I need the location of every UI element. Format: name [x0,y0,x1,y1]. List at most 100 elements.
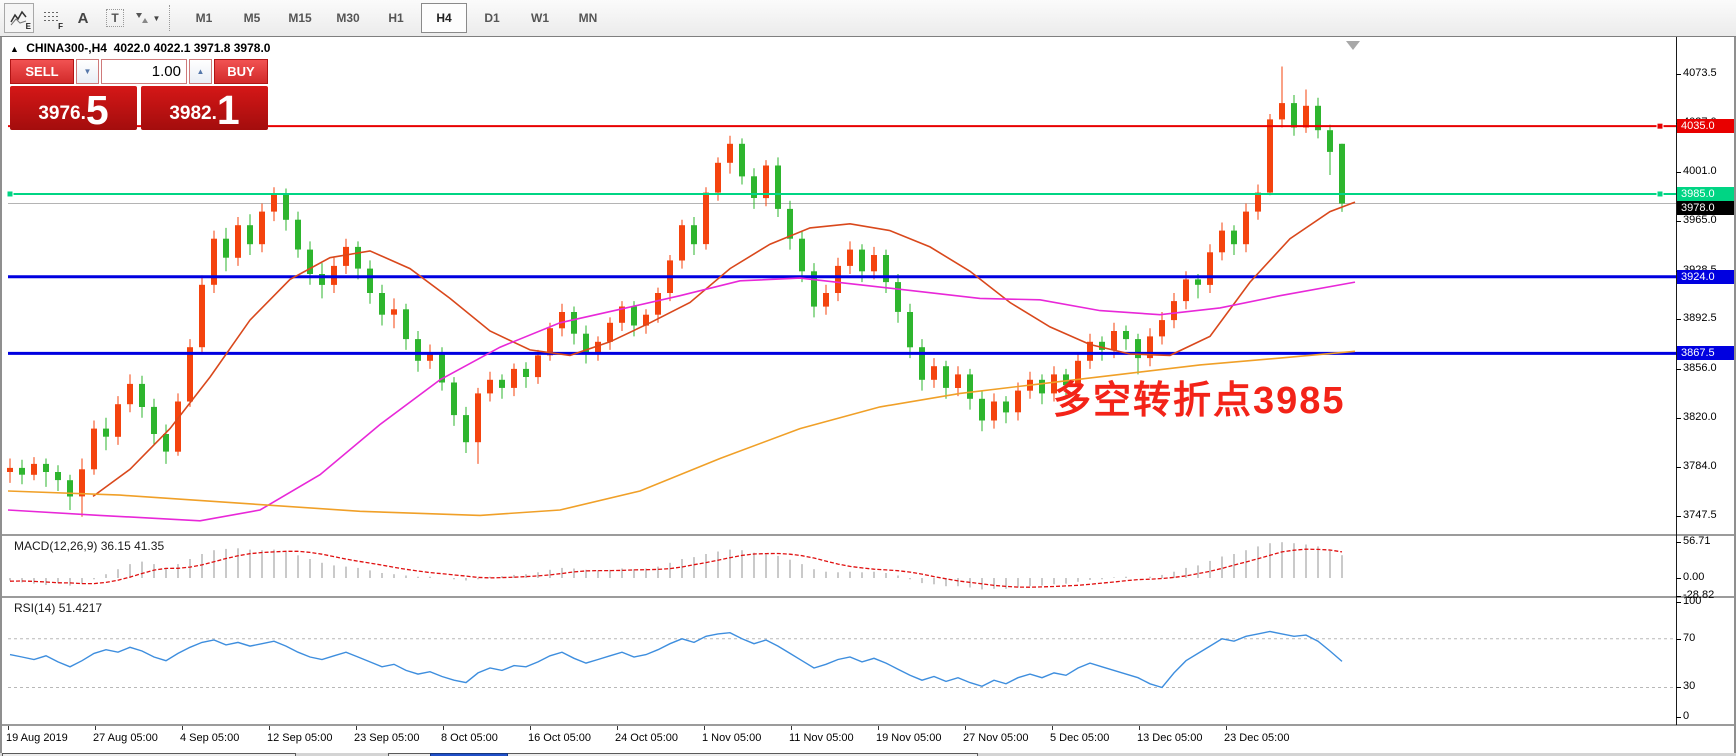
rsi-tick-mark [1676,638,1681,640]
price-tick-mark [1676,368,1681,370]
time-tick-mark [965,726,966,730]
text-label-icon[interactable]: T [100,3,130,33]
time-tick-label: 4 Sep 05:00 [180,732,240,744]
pane-separator[interactable] [0,596,1736,598]
price-tick-label: 4001.0 [1683,165,1717,178]
price-axis-line [1676,37,1677,725]
price-tick-label: 3965.0 [1683,214,1717,227]
time-tick-label: 27 Nov 05:00 [963,732,1029,744]
main-chart-pane[interactable] [0,38,1736,534]
timeframe-button-m1[interactable]: M1 [195,11,213,25]
timeframe-button-h4[interactable]: H4 [421,3,467,33]
candle-body [1147,336,1153,359]
ma-medium-magenta [7,277,1356,522]
time-tick-label: 23 Sep 05:00 [354,732,420,744]
diagonal-arrows-icon [135,13,148,23]
pane-separator[interactable] [0,534,1736,536]
rsi-tick-mark [1676,717,1681,718]
candle-body [931,366,937,380]
timeframe-button-h1[interactable]: H1 [388,11,404,25]
time-tick-label: 8 Oct 05:00 [441,732,498,744]
price-tick-label: 3856.0 [1683,361,1717,374]
candle-body [199,284,205,348]
letter-a-glyph: A [77,9,89,27]
candlestick-series[interactable] [7,66,1345,517]
candle-body [979,398,985,421]
macd-name: MACD(12,26,9) [14,539,98,553]
candle-body [1039,379,1045,394]
macd-tick-label: -28.82 [1683,589,1715,602]
symbol-label: CHINA300-,H4 [26,41,107,55]
buy-price-tile[interactable]: 3982. 1 [141,86,268,131]
candle-body [211,238,217,285]
icon-sub-label: E [25,22,31,31]
candle-body [691,225,697,245]
timeframe-button-w1[interactable]: W1 [531,11,549,25]
rsi-value: 51.4217 [58,601,103,615]
rsi-pane[interactable] [0,598,1736,724]
toolbar: E F A T ▼ M1 M5 M15 M30 H1 H4 D1 W1 MN [0,0,1736,37]
candle-body [439,352,445,383]
timeframe-button-m5[interactable]: M5 [243,11,261,25]
rsi-line [9,630,1343,689]
candle-body [655,293,661,315]
chart-window: 4073.54037.04001.03965.03928.53892.53856… [0,36,1736,756]
grid-period-icon[interactable]: F [36,3,66,33]
candle-body [967,374,973,399]
candle-body [427,352,433,361]
candle-body [1279,103,1285,120]
candle-body [1111,331,1117,350]
price-tick-mark [1676,73,1681,75]
macd-tick-label: 56.71 [1683,535,1711,548]
candle-body [19,467,25,475]
volume-decrease-button[interactable]: ▼ [76,59,99,84]
candle-body [403,309,409,340]
time-tick-mark [791,726,792,730]
hline-handle[interactable] [1656,190,1664,198]
candle-body [535,355,541,378]
candle-body [823,293,829,307]
decimal-dot: . [80,103,86,124]
candle-body [787,208,793,239]
cursor-arrows-icon[interactable]: ▼ [132,3,162,33]
chart-title-ohlc: ▲ CHINA300-,H4 4022.0 4022.1 3971.8 3978… [10,41,270,55]
time-tick-label: 5 Dec 05:00 [1050,732,1110,744]
profile-charts-icon[interactable]: E [4,3,34,33]
font-icon[interactable]: A [68,3,98,33]
candle-body [1327,130,1333,152]
price-tick-label: 3747.5 [1683,509,1717,522]
timeframe-button-m15[interactable]: M15 [288,11,312,25]
window-right-border [1734,37,1736,756]
pane-separator [0,724,1736,726]
candle-body [1315,105,1321,131]
hline-handle[interactable] [1656,122,1664,130]
rsi-tick-mark [1676,602,1681,604]
hline-handle[interactable] [6,190,14,198]
macd-tick-mark [1676,596,1681,598]
candle-body [355,246,361,269]
macd-pane[interactable] [0,536,1736,596]
candle-body [643,314,649,326]
candle-body [1243,211,1249,245]
volume-increase-button[interactable]: ▲ [189,59,212,84]
time-tick-label: 24 Oct 05:00 [615,732,678,744]
timeframe-button-m30[interactable]: M30 [336,11,360,25]
candle-body [1255,192,1261,212]
timeframe-button-d1[interactable]: D1 [484,11,500,25]
volume-input[interactable]: 1.00 [101,59,187,84]
chart-text-annotation[interactable]: 多空转折点3985 [1053,380,1346,422]
candle-body [103,428,109,437]
sell-price-tile[interactable]: 3976. 5 [10,86,137,131]
candle-body [31,463,37,475]
timeframe-button-mn[interactable]: MN [578,11,598,25]
sell-price-int: 3976 [38,103,81,124]
candle-body [1195,279,1201,285]
sell-button[interactable]: SELL [10,59,74,84]
ma-fast-red [92,201,1356,498]
candle-body [739,143,745,177]
candle-body [451,382,457,416]
price-tag-3985.0: 3985.0 [1677,186,1735,201]
buy-button[interactable]: BUY [214,59,268,84]
candle-body [547,328,553,356]
time-tick-label: 27 Aug 05:00 [93,732,158,744]
